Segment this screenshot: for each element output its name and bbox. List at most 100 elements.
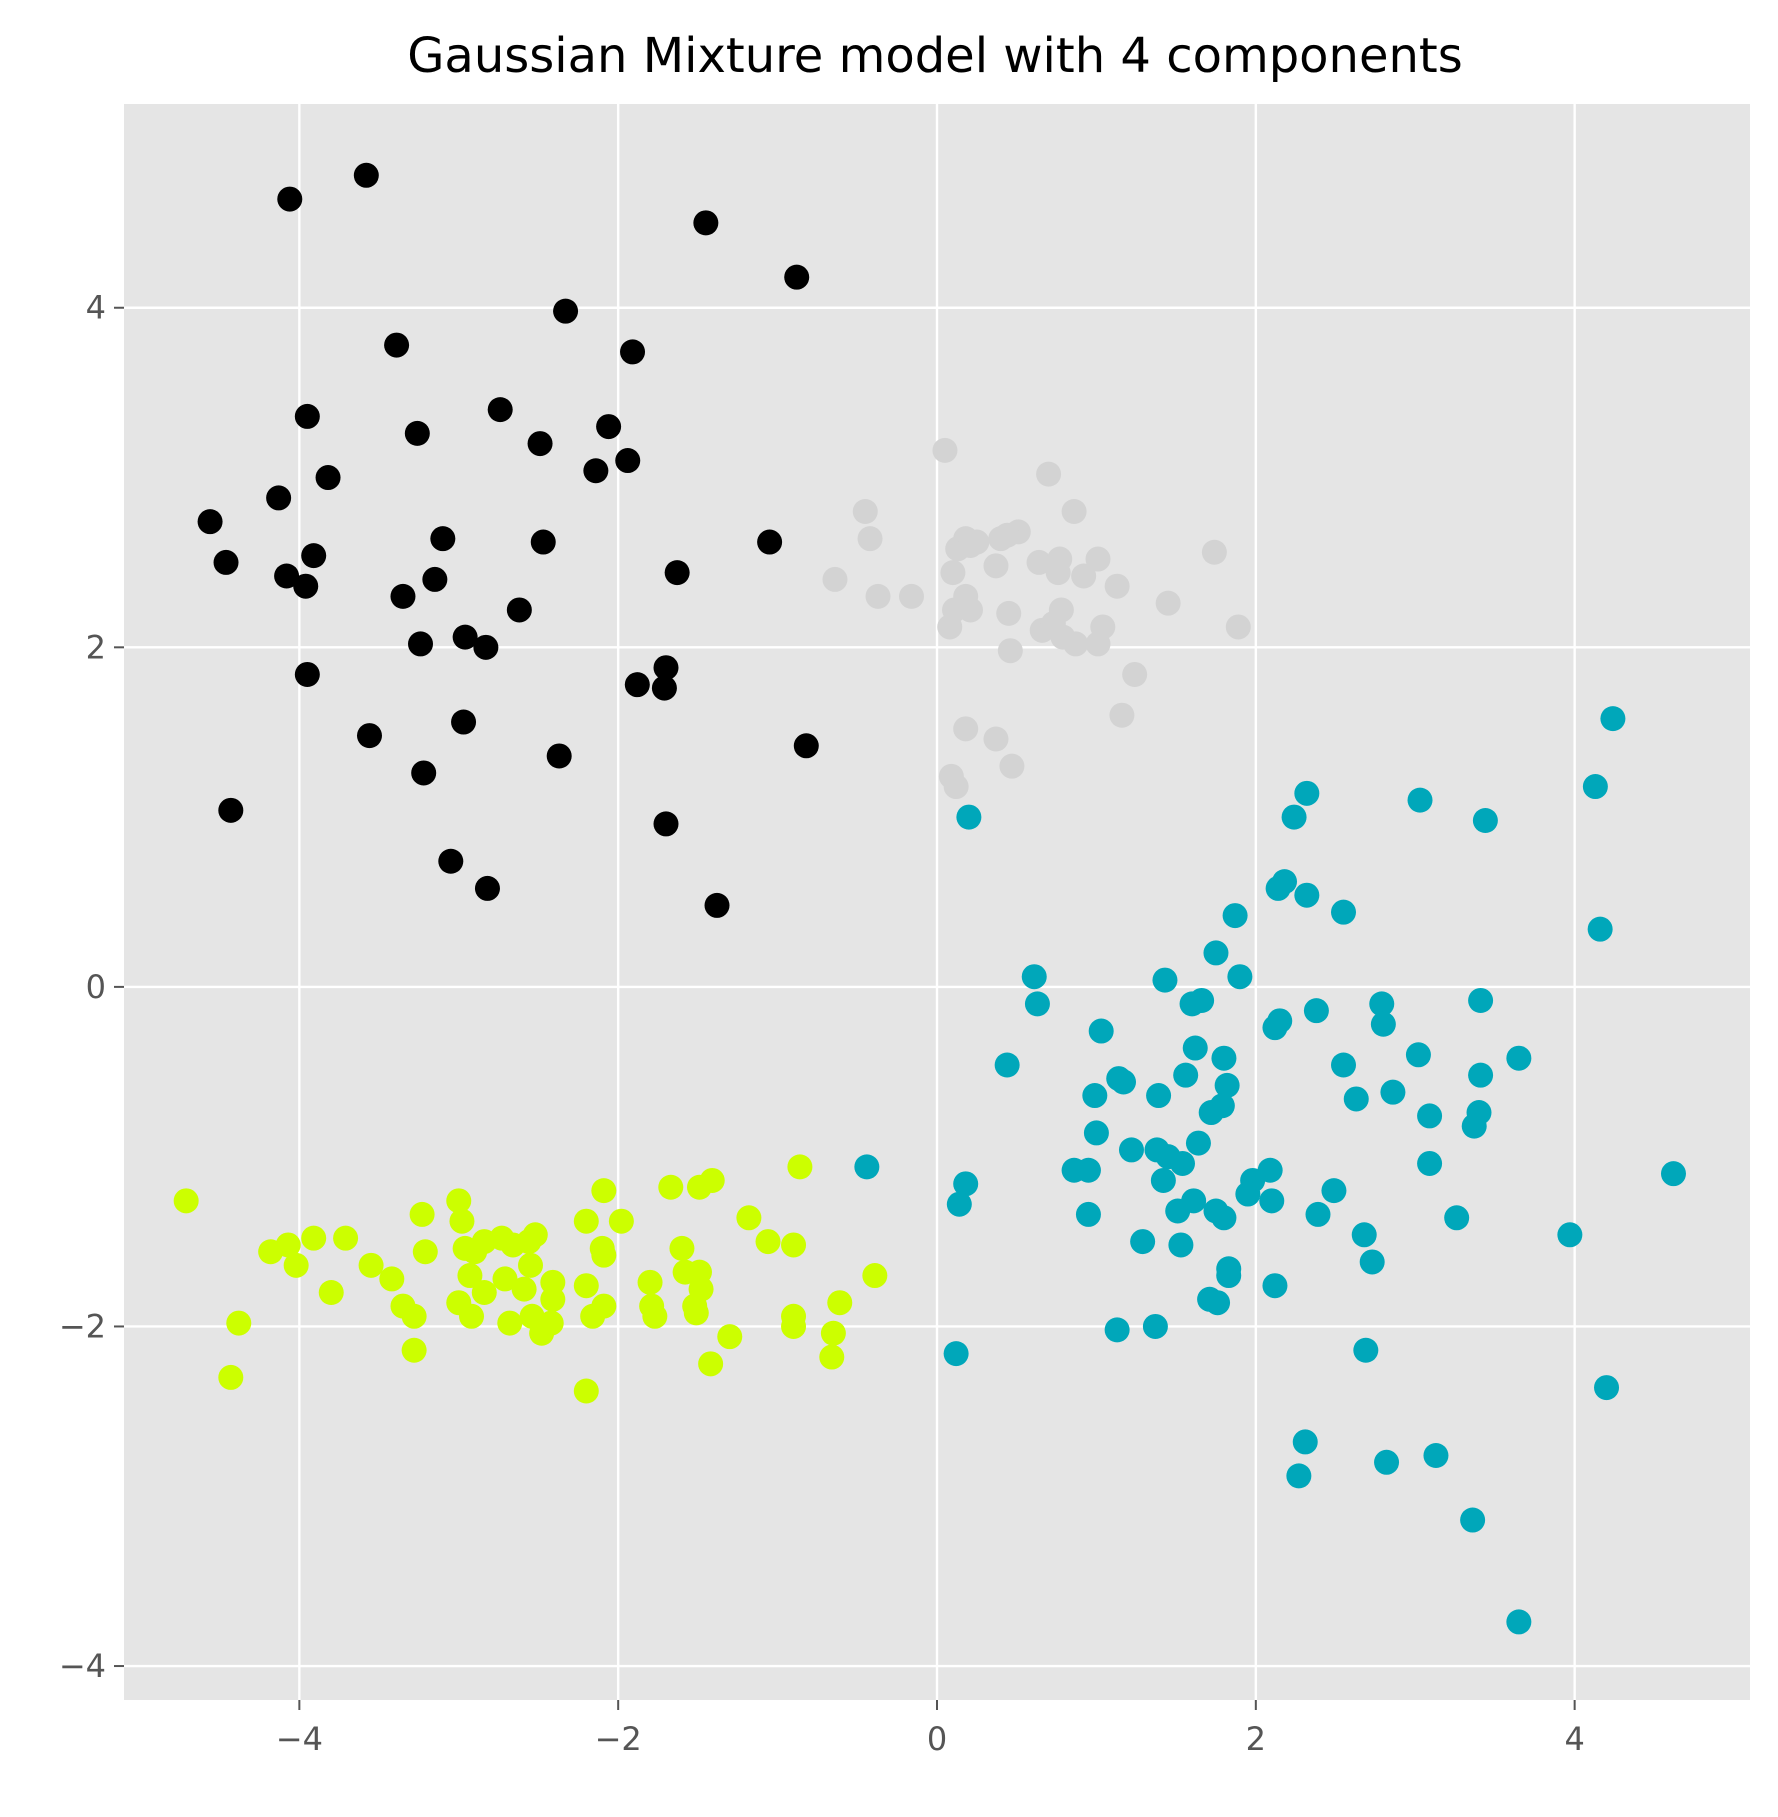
data-point: [1262, 1273, 1288, 1299]
data-point: [997, 638, 1023, 664]
data-point: [1461, 1113, 1487, 1139]
data-point: [596, 414, 622, 440]
data-point: [653, 655, 679, 681]
data-point: [1472, 808, 1498, 834]
data-point: [451, 709, 477, 735]
data-point: [1205, 1290, 1231, 1316]
data-point: [1305, 1201, 1331, 1227]
data-point: [653, 811, 679, 837]
x-tick-label: −2: [595, 1720, 642, 1758]
data-point: [511, 1276, 537, 1302]
data-point: [1061, 498, 1087, 524]
data-point: [1303, 998, 1329, 1024]
data-point: [1351, 1222, 1377, 1248]
data-point: [573, 1208, 599, 1234]
data-point: [1201, 539, 1227, 565]
data-point: [698, 1351, 724, 1377]
data-point: [573, 1378, 599, 1404]
data-point: [1281, 804, 1307, 830]
y-tick-label: −4: [59, 1647, 106, 1685]
data-point: [1321, 1178, 1347, 1204]
data-point: [757, 529, 783, 555]
data-point: [266, 485, 292, 511]
data-point: [1071, 563, 1097, 589]
data-point: [1265, 875, 1291, 901]
data-point: [591, 1178, 617, 1204]
data-point: [1021, 964, 1047, 990]
data-point: [530, 529, 556, 555]
data-point: [946, 1191, 972, 1217]
data-point: [1214, 1072, 1240, 1098]
grid-lines: [124, 104, 1750, 1700]
data-point: [957, 597, 983, 623]
data-point: [820, 1320, 846, 1346]
data-point: [953, 1171, 979, 1197]
data-point: [518, 1252, 543, 1278]
data-point: [1045, 560, 1071, 586]
data-point: [693, 210, 719, 236]
data-point: [932, 437, 958, 463]
data-point: [943, 774, 969, 800]
data-point: [452, 624, 478, 650]
data-point: [755, 1229, 781, 1255]
data-point: [615, 448, 641, 474]
data-point: [1225, 614, 1251, 640]
data-point: [1085, 631, 1111, 657]
axis-ticks: −4 −2 0 2 4 −4 −2 0 2 4: [59, 289, 1585, 1758]
data-point: [1109, 702, 1135, 728]
data-point: [553, 298, 579, 324]
data-point: [379, 1266, 405, 1292]
data-point: [669, 1235, 695, 1261]
data-point: [452, 1235, 478, 1261]
data-point: [1227, 964, 1253, 990]
data-point: [487, 397, 513, 423]
data-point: [384, 332, 410, 358]
data-point: [1660, 1161, 1686, 1187]
data-point: [1155, 590, 1181, 616]
data-point: [1082, 1083, 1108, 1109]
data-point: [401, 1337, 427, 1363]
data-point: [664, 560, 690, 586]
data-point: [1152, 967, 1178, 993]
data-point: [624, 672, 650, 698]
data-point: [704, 892, 730, 918]
data-point: [529, 1320, 555, 1346]
data-point: [226, 1310, 252, 1336]
data-point: [1370, 1011, 1396, 1037]
data-point: [197, 509, 223, 535]
data-point: [1423, 1443, 1449, 1469]
data-point: [457, 1263, 483, 1289]
data-point: [1024, 991, 1050, 1017]
point-group: [197, 162, 819, 918]
data-point: [1111, 1069, 1137, 1095]
data-point: [301, 543, 327, 569]
data-point: [717, 1324, 743, 1350]
data-point: [854, 1154, 880, 1180]
data-point: [218, 1364, 244, 1390]
data-point: [637, 1269, 663, 1295]
y-tick-label: 4: [86, 289, 106, 327]
data-point: [315, 465, 341, 491]
data-point: [471, 1280, 497, 1306]
data-point: [1165, 1198, 1191, 1224]
data-point: [1557, 1222, 1583, 1248]
data-point: [1374, 1449, 1400, 1475]
data-point: [994, 1052, 1020, 1078]
data-point: [430, 526, 456, 552]
data-point: [781, 1313, 807, 1339]
data-point: [1085, 546, 1111, 572]
data-point: [258, 1239, 284, 1265]
data-point: [1173, 1062, 1199, 1088]
data-point: [449, 1208, 475, 1234]
data-point: [953, 716, 979, 742]
data-point: [1075, 1201, 1101, 1227]
data-point: [1211, 1205, 1237, 1231]
data-point: [658, 1174, 684, 1200]
data-point: [412, 1239, 438, 1265]
data-point: [218, 797, 244, 823]
data-point: [787, 1154, 813, 1180]
x-tick-label: 4: [1564, 1720, 1584, 1758]
data-point: [1088, 1018, 1114, 1044]
data-point: [1353, 1337, 1379, 1363]
